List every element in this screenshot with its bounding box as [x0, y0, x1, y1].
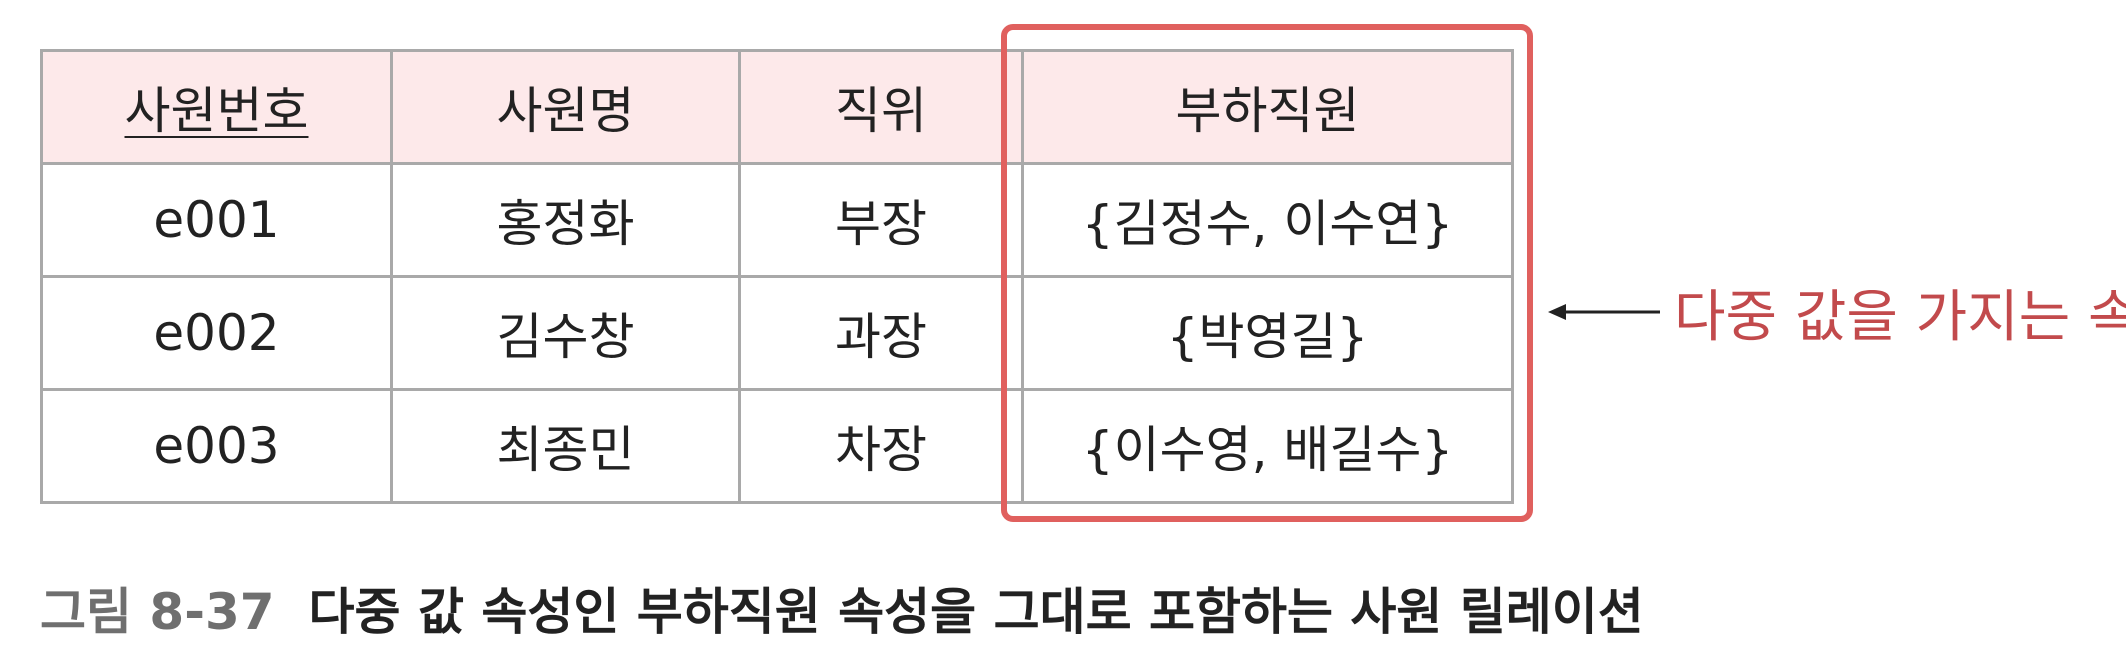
header-employee-id: 사원번호 [40, 49, 393, 165]
cell-position: 과장 [738, 275, 1024, 391]
table-row: e002 김수창 과장 {박영길} [40, 275, 1514, 391]
cell-employee-id: e003 [40, 388, 393, 504]
cell-employee-id: e001 [40, 162, 393, 278]
cell-employee-name: 김수창 [390, 275, 741, 391]
cell-employee-name: 홍정화 [390, 162, 741, 278]
header-position: 직위 [738, 49, 1024, 165]
table-row: e001 홍정화 부장 {김정수, 이수연} [40, 162, 1514, 278]
figure-caption-text: 다중 값 속성인 부하직원 속성을 그대로 포함하는 사원 릴레이션 [308, 583, 1644, 641]
header-subordinates: 부하직원 [1021, 49, 1514, 165]
figure-caption: 그림 8-37 다중 값 속성인 부하직원 속성을 그대로 포함하는 사원 릴레… [40, 572, 1644, 644]
multivalued-attribute-annotation: 다중 값을 가지는 속성 [1548, 272, 2126, 352]
cell-subordinates: {박영길} [1021, 275, 1514, 391]
header-employee-name: 사원명 [390, 49, 741, 165]
cell-subordinates: {김정수, 이수연} [1021, 162, 1514, 278]
annotation-text: 다중 값을 가지는 속성 [1674, 284, 2126, 350]
cell-employee-id: e002 [40, 275, 393, 391]
cell-employee-name: 최종민 [390, 388, 741, 504]
primary-key-label: 사원번호 [124, 82, 309, 140]
table-header-row: 사원번호 사원명 직위 부하직원 [40, 49, 1514, 165]
figure-number: 그림 8-37 [40, 583, 275, 641]
employee-relation-table: 사원번호 사원명 직위 부하직원 e001 홍정화 부장 {김정수, 이수연} … [40, 49, 1514, 504]
cell-subordinates: {이수영, 배길수} [1021, 388, 1514, 504]
cell-position: 부장 [738, 162, 1024, 278]
table-row: e003 최종민 차장 {이수영, 배길수} [40, 388, 1514, 504]
cell-position: 차장 [738, 388, 1024, 504]
left-arrow-icon [1548, 304, 1660, 320]
